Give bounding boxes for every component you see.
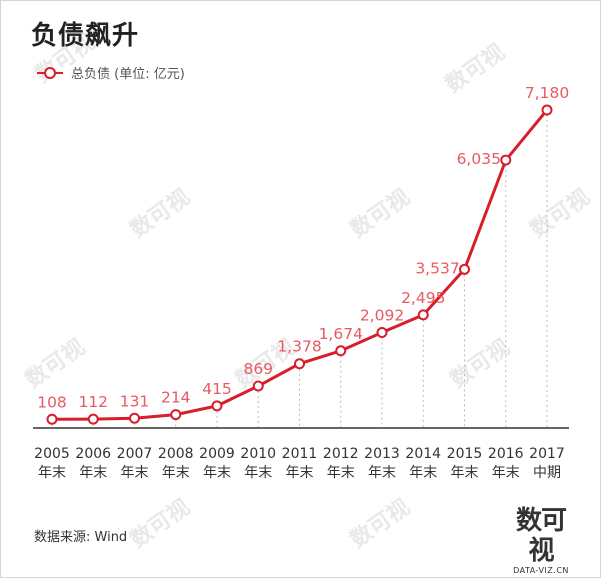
logo-mark: 数可视 xyxy=(515,506,567,566)
source-note: 数据来源: Wind xyxy=(34,530,128,545)
x-tick-label: 2013 xyxy=(364,446,400,462)
data-point xyxy=(252,380,264,392)
x-tick-sublabel: 年末 xyxy=(203,465,231,481)
legend-label: 总负债 (单位: 亿元) xyxy=(71,67,185,82)
value-label: 214 xyxy=(161,389,191,407)
value-label: 1,378 xyxy=(277,338,321,356)
data-point xyxy=(459,263,470,275)
data-point xyxy=(46,413,58,425)
value-label: 2,092 xyxy=(360,307,404,325)
value-label: 6,035 xyxy=(457,150,501,168)
value-label: 415 xyxy=(202,380,232,398)
legend: 总负债 (单位: 亿元) xyxy=(37,63,185,82)
x-tick-label: 2017 xyxy=(529,446,565,462)
x-tick-sublabel: 年末 xyxy=(327,465,355,481)
data-point xyxy=(170,409,182,421)
data-point xyxy=(500,154,512,166)
value-label: 112 xyxy=(78,393,108,411)
x-tick-label: 2006 xyxy=(75,446,111,462)
logo-subtitle: DATA-VIZ.CN xyxy=(513,566,569,575)
value-label: 7,180 xyxy=(525,84,569,102)
x-tick-label: 2008 xyxy=(158,446,194,462)
x-tick-label: 2009 xyxy=(199,446,235,462)
line-chart: 2005 年末 2006 年末 2007 年末 2008 年末 2009 年末 2010 年末 2011… xyxy=(33,84,569,481)
data-point xyxy=(294,358,305,370)
x-tick-sublabel: 年末 xyxy=(409,465,437,481)
data-point xyxy=(335,345,347,357)
value-label: 1,674 xyxy=(319,325,363,343)
chart-title: 负债飙升 xyxy=(31,21,140,51)
x-tick-sublabel: 年末 xyxy=(368,465,396,481)
data-point xyxy=(417,309,429,321)
value-label: 108 xyxy=(37,393,67,411)
x-tick-sublabel: 年末 xyxy=(79,465,107,481)
x-tick-label: 2016 xyxy=(488,446,524,462)
legend-line-marker-icon xyxy=(37,66,63,79)
x-tick-label: 2005 xyxy=(34,446,70,462)
value-label: 3,537 xyxy=(415,259,459,277)
x-tick-label: 2011 xyxy=(282,446,318,462)
data-point xyxy=(541,104,553,116)
data-point xyxy=(211,400,223,412)
x-tick-label: 2014 xyxy=(405,446,441,462)
x-tick-labels: 2005 年末 2006 年末 2007 年末 2008 年末 2009 年末 2010 年末 2011… xyxy=(34,446,565,481)
data-point xyxy=(129,412,140,424)
x-tick-label: 2012 xyxy=(323,446,359,462)
x-tick-sublabel: 年末 xyxy=(492,465,520,481)
x-tick-sublabel: 年末 xyxy=(121,465,149,481)
value-label: 131 xyxy=(120,392,150,410)
x-tick-label: 2010 xyxy=(240,446,276,462)
brand-logo: 数可视 DATA-VIZ.CN xyxy=(506,506,576,575)
x-tick-label: 2007 xyxy=(117,446,153,462)
data-points xyxy=(46,104,553,425)
value-label: 2,495 xyxy=(401,289,445,307)
x-tick-sublabel: 中期 xyxy=(533,465,561,481)
value-label: 869 xyxy=(243,360,273,378)
x-tick-sublabel: 年末 xyxy=(451,465,479,481)
x-tick-sublabel: 年末 xyxy=(244,465,272,481)
data-point xyxy=(376,327,388,339)
data-point xyxy=(87,413,99,425)
x-tick-sublabel: 年末 xyxy=(286,465,314,481)
x-tick-sublabel: 年末 xyxy=(38,465,66,481)
x-tick-sublabel: 年末 xyxy=(162,465,190,481)
x-tick-label: 2015 xyxy=(447,446,483,462)
